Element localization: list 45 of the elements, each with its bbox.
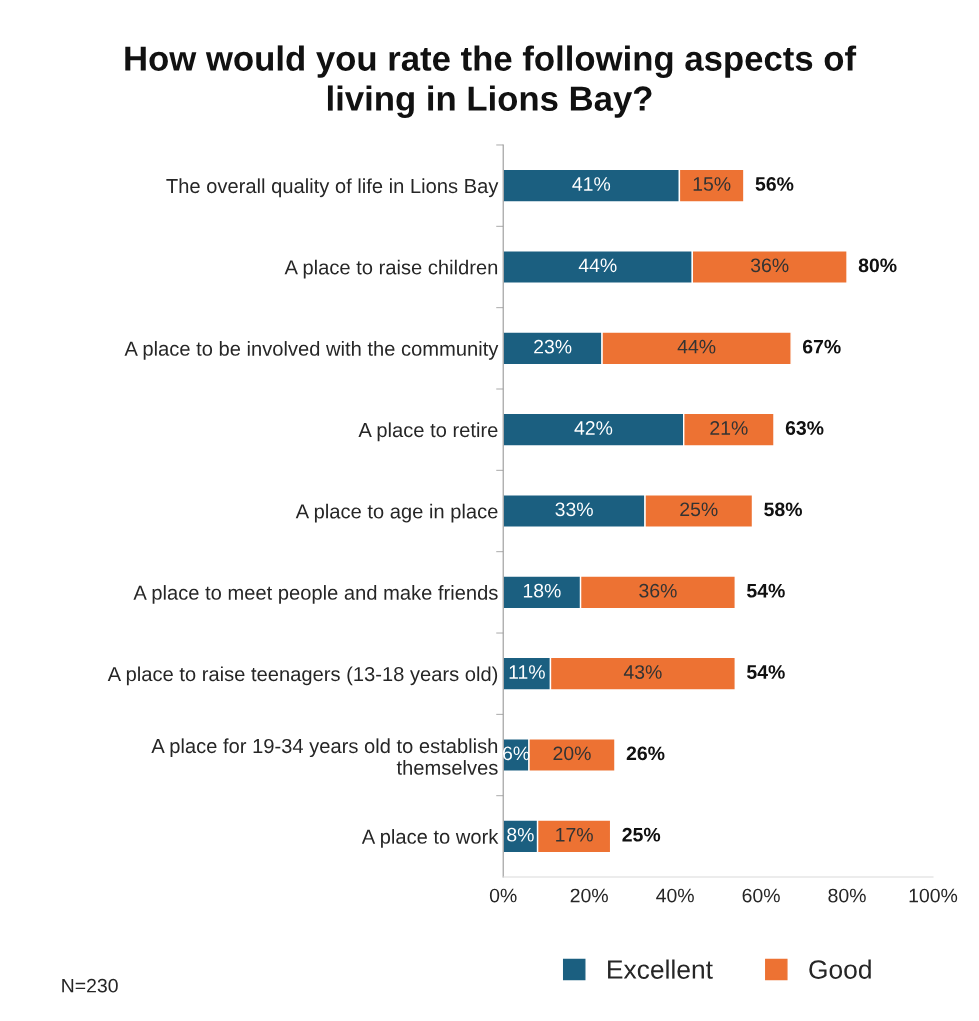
data-label: 18%	[523, 583, 561, 598]
data-label: 42%	[574, 421, 613, 435]
total-label: 25%	[622, 827, 661, 842]
y-tick-label: A place to retire	[358, 422, 498, 442]
data-label: 8%	[507, 827, 534, 842]
data-label: 21%	[710, 421, 748, 435]
y-tick-label: The overall quality of life in Lions Bay	[166, 178, 499, 198]
data-label: 44%	[677, 339, 716, 354]
total-label: 56%	[755, 177, 794, 191]
total-label: 54%	[747, 665, 785, 679]
y-tick-label: A place for 19-34 years old to establish themselves	[151, 738, 498, 775]
data-label: 43%	[623, 665, 662, 679]
total-label: 67%	[802, 339, 841, 354]
data-label: 36%	[639, 583, 677, 598]
x-tick-label: 40%	[656, 888, 694, 903]
x-tick-label: 0%	[489, 888, 517, 903]
chart-title: How would you rate the following aspects of living in Lions Bay?	[125, 45, 857, 118]
total-label: 54%	[747, 583, 785, 598]
data-label: 17%	[556, 827, 593, 842]
data-label: 23%	[534, 339, 572, 354]
y-tick-label: A place to raise teenagers (13-18 years old)	[107, 666, 498, 686]
x-tick-label: 100%	[909, 888, 958, 903]
data-label: 25%	[680, 502, 718, 517]
legend-label: Good	[809, 959, 871, 979]
y-tick-label: A place to raise children	[284, 259, 498, 279]
data-label: 41%	[572, 177, 611, 191]
data-label: 15%	[693, 177, 731, 191]
x-tick-label: 20%	[570, 888, 608, 903]
y-tick-label: A place to be involved with the community	[124, 341, 499, 360]
x-tick-label: 80%	[828, 888, 866, 903]
total-label: 63%	[785, 421, 824, 435]
data-label: 11%	[509, 665, 545, 679]
data-label: 20%	[553, 746, 591, 761]
total-label: 58%	[764, 502, 802, 517]
data-label: 33%	[555, 502, 593, 517]
total-label: 26%	[626, 746, 665, 761]
text: N=230	[62, 978, 118, 993]
y-tick-label: A place to work	[361, 829, 499, 848]
y-tick-label: A place to meet people and make friends	[133, 585, 498, 604]
y-tick-label: A place to age in place	[295, 503, 498, 523]
data-label: 36%	[750, 258, 789, 273]
total-label: 80%	[858, 258, 897, 273]
x-tick-label: 60%	[742, 888, 780, 903]
legend-label: Excellent	[608, 959, 713, 979]
data-label: 44%	[578, 258, 617, 273]
